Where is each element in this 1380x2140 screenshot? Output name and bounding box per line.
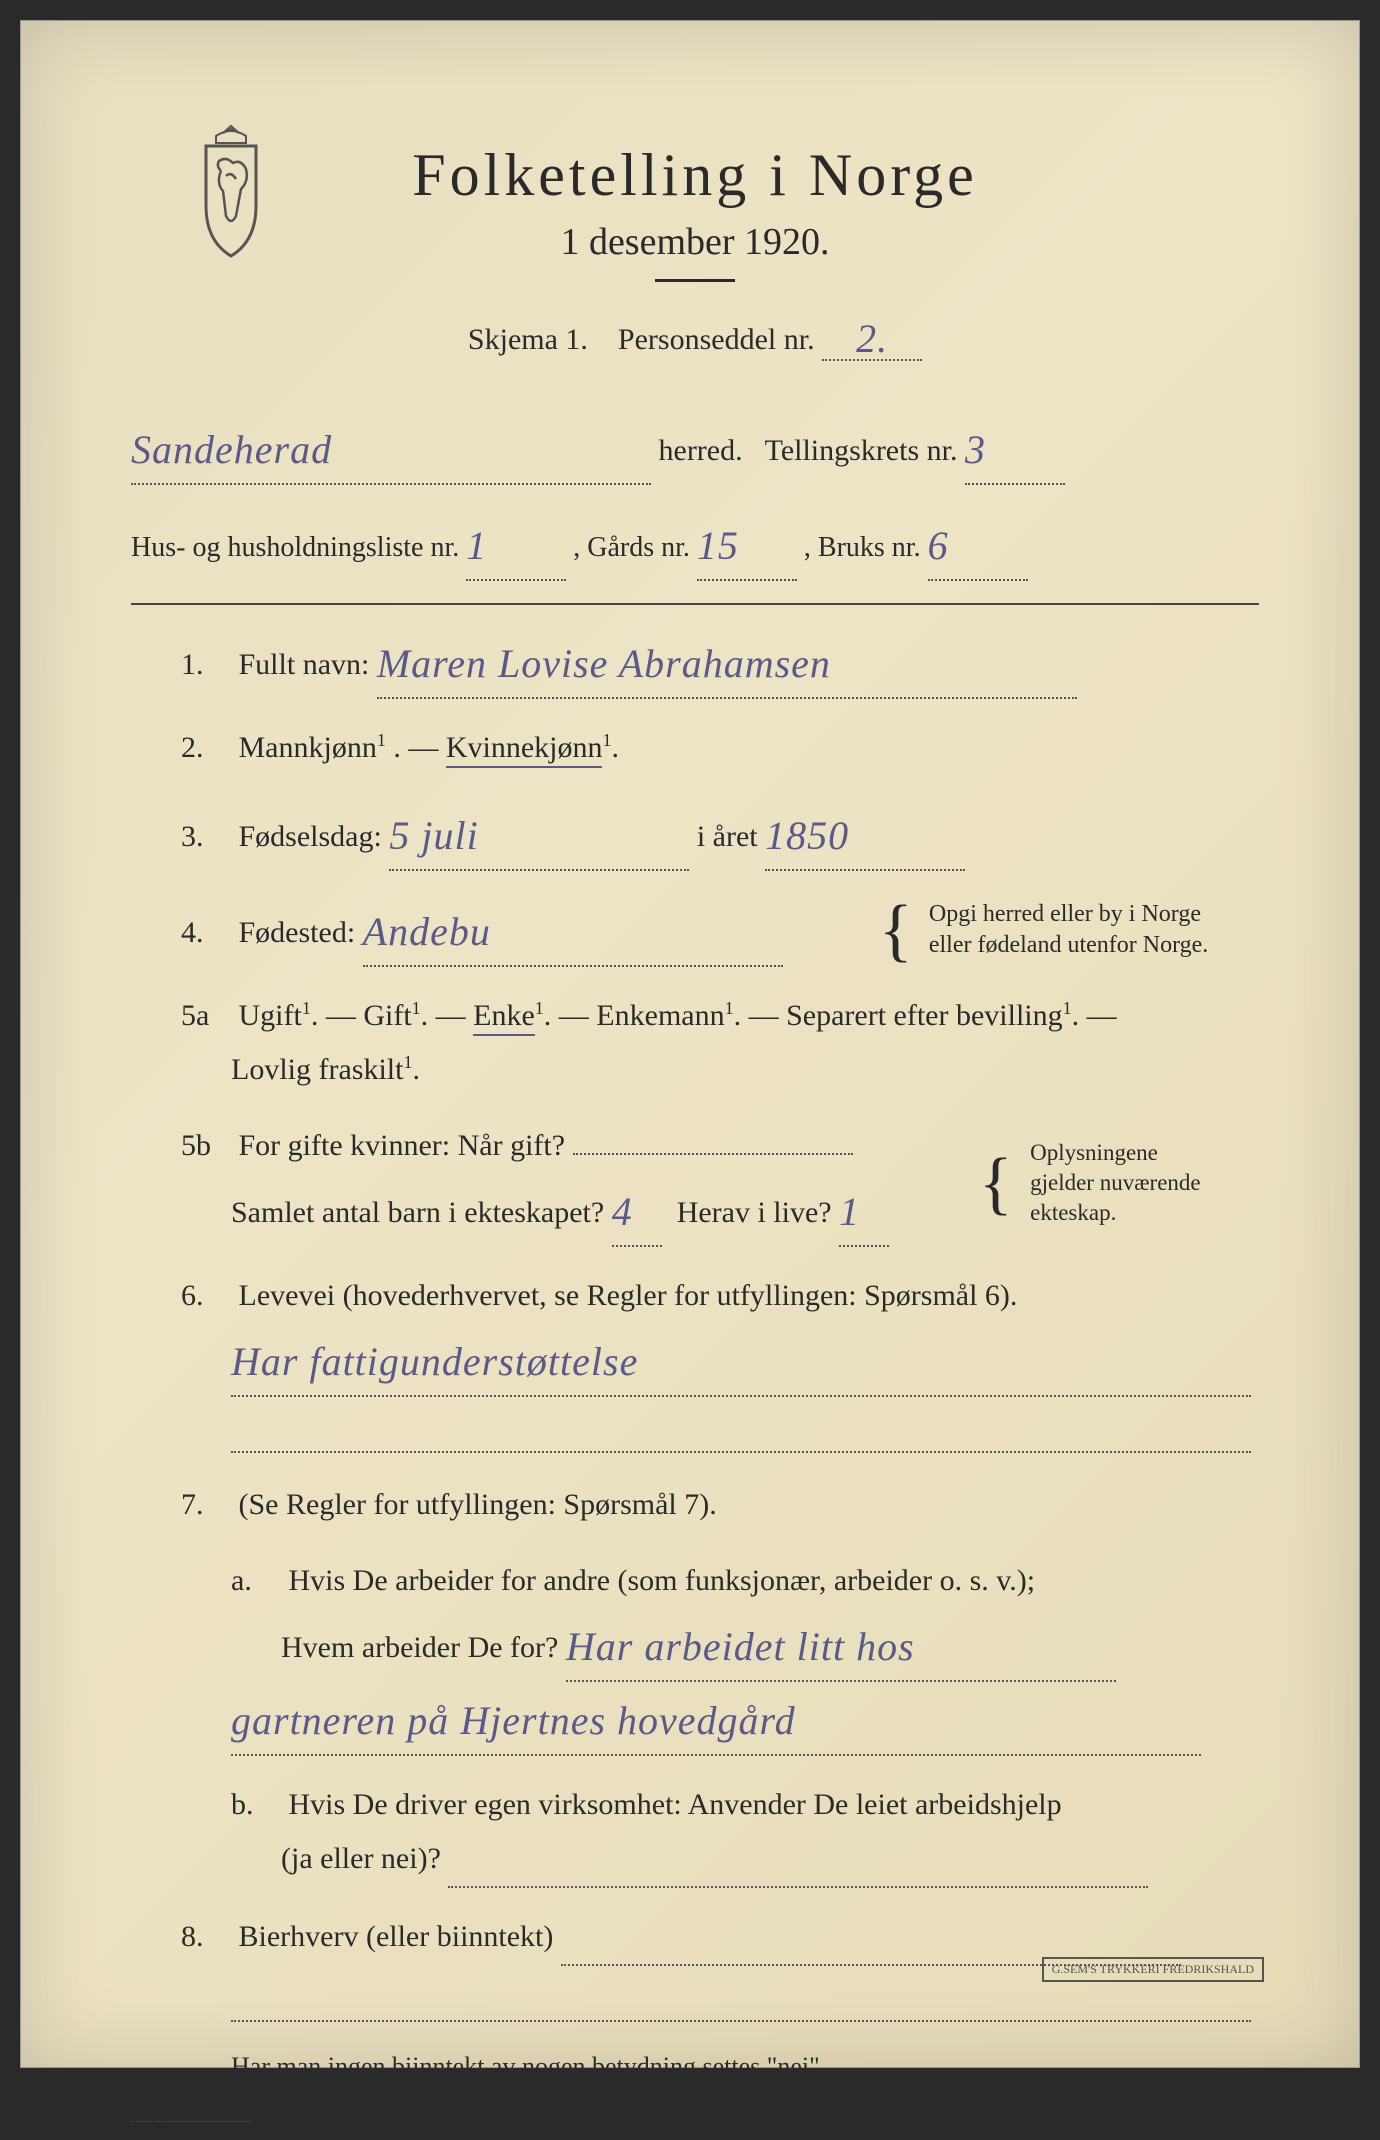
title-divider xyxy=(655,279,735,282)
q1-value: Maren Lovise Abrahamsen xyxy=(377,641,831,686)
q5b: 5b For gifte kvinner: Når gift? Samlet a… xyxy=(131,1119,1259,1247)
q6: 6. Levevei (hovederhvervet, se Regler fo… xyxy=(131,1269,1259,1453)
form-header: Folketelling i Norge 1 desember 1920. Sk… xyxy=(131,141,1259,361)
q7: 7. (Se Regler for utfyllingen: Spørsmål … xyxy=(131,1478,1259,1532)
q7a-value2: gartneren på Hjertnes hovedgård xyxy=(231,1698,796,1743)
q2: 2. Mannkjønn1 . — Kvinnekjønn1. xyxy=(131,721,1259,775)
q3: 3. Fødselsdag: 5 juli i året 1850 xyxy=(131,797,1259,871)
separator xyxy=(131,603,1259,605)
herred-value: Sandeherad xyxy=(131,427,332,472)
q5a: 5a Ugift1. — Gift1. — Enke1. — Enkemann1… xyxy=(131,989,1259,1097)
tellingskrets-value: 3 xyxy=(965,427,986,472)
q2-selected: Kvinnekjønn xyxy=(446,731,603,768)
form-number-line: Skjema 1. Personseddel nr. 2. xyxy=(131,312,1259,361)
q7b: b. Hvis De driver egen virksomhet: Anven… xyxy=(131,1778,1259,1888)
q5b-note: { Oplysningene gjelder nuværende ekteska… xyxy=(979,1138,1259,1228)
q4: 4. Fødested: Andebu { Opgi herred eller … xyxy=(131,893,1259,967)
q5a-selected: Enke xyxy=(473,999,535,1036)
q1: 1. Fullt navn: Maren Lovise Abrahamsen xyxy=(131,625,1259,699)
hushold-value: 1 xyxy=(466,523,487,568)
q5b-live: 1 xyxy=(839,1189,860,1234)
gards-value: 15 xyxy=(697,523,739,568)
footnote: 1 Her kan svares ved tydelig understrekn… xyxy=(131,2110,1259,2140)
end-note: Har man ingen biinntekt av nogen betydni… xyxy=(181,2044,1259,2091)
herred-line: Sandeherad herred. Tellingskrets nr. 3 xyxy=(131,411,1259,485)
q7a-value1: Har arbeidet litt hos xyxy=(566,1624,915,1669)
coat-of-arms-icon xyxy=(181,121,281,261)
printer-stamp: G.SEM'S TRYKKERI FREDRIKSHALD xyxy=(1042,1957,1264,1982)
q5b-barn: 4 xyxy=(612,1189,633,1234)
q4-value: Andebu xyxy=(363,909,491,954)
q3-day: 5 juli xyxy=(389,813,478,858)
household-line: Hus- og husholdningsliste nr. 1 , Gårds … xyxy=(131,507,1259,581)
q7a: a. Hvis De arbeider for andre (som funks… xyxy=(131,1554,1259,1756)
personseddel-value: 2. xyxy=(856,316,888,361)
bruks-value: 6 xyxy=(928,523,949,568)
q4-note: { Opgi herred eller by i Norge eller fød… xyxy=(879,899,1259,961)
q6-value: Har fattigunderstøttelse xyxy=(231,1339,638,1384)
census-form-page: Folketelling i Norge 1 desember 1920. Sk… xyxy=(20,20,1360,2068)
q3-year: 1850 xyxy=(765,813,849,858)
date-subtitle: 1 desember 1920. xyxy=(131,220,1259,264)
main-title: Folketelling i Norge xyxy=(131,141,1259,210)
